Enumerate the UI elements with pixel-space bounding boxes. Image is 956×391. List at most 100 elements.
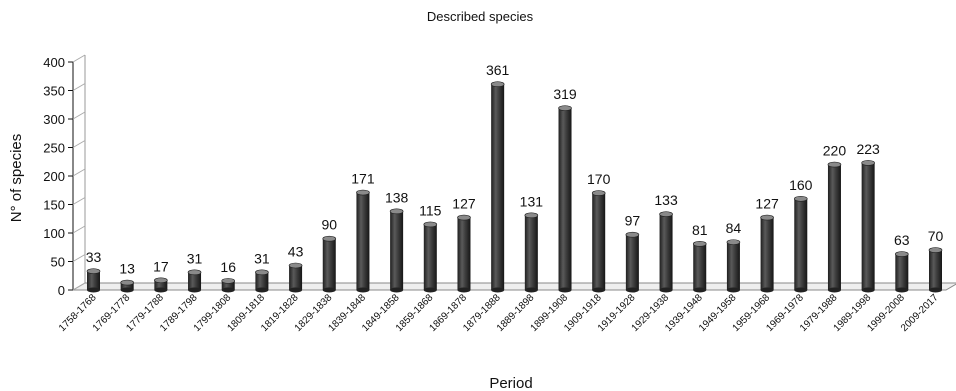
data-label: 361 bbox=[486, 62, 510, 78]
y-tick-label: 100 bbox=[43, 226, 65, 241]
bar-base bbox=[558, 287, 572, 293]
bar-base bbox=[390, 287, 404, 293]
bar-top bbox=[928, 247, 943, 253]
bar-body bbox=[491, 84, 505, 290]
bar bbox=[187, 269, 202, 293]
bar-top bbox=[827, 161, 842, 168]
bar-base bbox=[423, 287, 437, 293]
bar-base bbox=[87, 287, 100, 293]
y-depth-line bbox=[72, 54, 86, 63]
bar-base bbox=[356, 287, 370, 293]
data-label: 90 bbox=[321, 217, 337, 233]
bar-body bbox=[289, 265, 303, 290]
y-depth-line bbox=[72, 140, 86, 148]
bar bbox=[356, 189, 370, 293]
bar-base bbox=[120, 287, 134, 293]
bar-top bbox=[356, 189, 370, 196]
bar-top bbox=[86, 268, 101, 274]
data-label: 31 bbox=[254, 250, 270, 266]
data-label: 160 bbox=[789, 177, 813, 193]
bar-base bbox=[457, 287, 471, 293]
bar bbox=[255, 269, 269, 293]
bar-body bbox=[625, 234, 639, 290]
y-depth-line bbox=[72, 111, 86, 120]
bar-body bbox=[827, 164, 841, 290]
bar-top bbox=[760, 214, 774, 221]
bar-body bbox=[558, 108, 572, 290]
x-tick-label: 2009-2017 bbox=[899, 292, 941, 334]
bar-top bbox=[187, 269, 202, 276]
floor-plane bbox=[71, 282, 956, 291]
bar-base bbox=[154, 287, 168, 293]
bar-top bbox=[423, 221, 438, 228]
data-label: 84 bbox=[726, 220, 742, 236]
data-label: 43 bbox=[288, 243, 304, 259]
bar-base bbox=[693, 287, 707, 293]
bar-body bbox=[255, 272, 269, 290]
bar bbox=[625, 231, 640, 293]
bar-base bbox=[524, 287, 538, 293]
bar-top bbox=[726, 239, 741, 245]
bar-body bbox=[154, 280, 168, 290]
y-axis-label: N° of species bbox=[8, 134, 25, 223]
data-label: 170 bbox=[587, 171, 611, 187]
bar bbox=[389, 208, 404, 293]
bar bbox=[591, 190, 606, 293]
bar-base bbox=[188, 287, 202, 293]
bar bbox=[659, 211, 673, 293]
bar-top bbox=[120, 279, 134, 286]
bar-base bbox=[221, 287, 235, 293]
data-label: 223 bbox=[856, 141, 880, 157]
bar-base bbox=[592, 287, 606, 293]
data-label: 97 bbox=[625, 213, 641, 229]
data-label: 220 bbox=[823, 143, 847, 159]
y-tick-label: 350 bbox=[43, 84, 65, 99]
bar-body bbox=[929, 250, 942, 290]
bar-top bbox=[558, 105, 572, 111]
bar-body bbox=[693, 243, 707, 290]
bar bbox=[221, 278, 236, 293]
bar-body bbox=[120, 282, 134, 290]
data-label: 127 bbox=[452, 196, 476, 212]
bar-top bbox=[692, 241, 707, 247]
data-label: 70 bbox=[928, 228, 944, 244]
bar-top bbox=[895, 251, 909, 257]
bar bbox=[322, 235, 337, 293]
bar-top bbox=[524, 212, 539, 219]
bar-body bbox=[457, 217, 471, 290]
bar-body bbox=[390, 211, 404, 290]
data-label: 319 bbox=[553, 86, 577, 102]
bar-body bbox=[592, 193, 606, 290]
bar-base bbox=[289, 287, 303, 293]
bar bbox=[524, 212, 539, 293]
y-depth-line bbox=[72, 168, 86, 177]
bar-body bbox=[423, 224, 437, 290]
bar-top bbox=[154, 277, 168, 284]
bar-body bbox=[760, 217, 774, 290]
y-depth-line bbox=[72, 83, 86, 91]
bar-top bbox=[659, 211, 673, 217]
bar-body bbox=[188, 272, 202, 290]
y-depth-line bbox=[72, 197, 86, 205]
y-tick-label: 150 bbox=[43, 198, 65, 213]
data-label: 131 bbox=[520, 193, 544, 209]
data-label: 127 bbox=[755, 196, 779, 212]
bar bbox=[827, 161, 842, 293]
bar-base bbox=[929, 287, 942, 293]
data-label: 63 bbox=[894, 232, 910, 248]
bar-top bbox=[793, 196, 808, 202]
bar bbox=[490, 81, 505, 293]
data-label: 115 bbox=[419, 202, 442, 218]
bar-base bbox=[861, 287, 875, 293]
bar-base bbox=[491, 287, 505, 293]
bar-base bbox=[827, 287, 841, 293]
bar-top bbox=[591, 190, 606, 196]
bar-top bbox=[490, 81, 505, 88]
bar-top bbox=[322, 235, 337, 242]
y-depth-line bbox=[72, 282, 86, 291]
bar bbox=[154, 277, 168, 293]
bar-top bbox=[255, 269, 269, 276]
bar bbox=[86, 268, 101, 293]
data-label: 138 bbox=[385, 189, 409, 205]
